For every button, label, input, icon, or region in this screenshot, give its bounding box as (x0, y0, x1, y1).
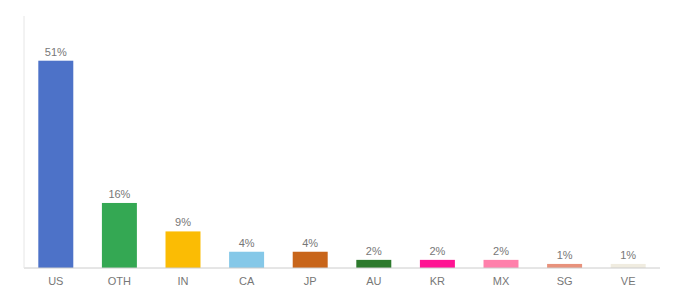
data-label: 4% (302, 237, 318, 249)
bar (484, 260, 519, 268)
bar (38, 61, 73, 268)
data-label: 1% (620, 249, 636, 261)
y-axis-line (24, 16, 25, 268)
x-axis-line (24, 268, 660, 269)
data-label: 2% (429, 245, 445, 257)
bar (420, 260, 455, 268)
bar (293, 252, 328, 268)
x-tick-label: IN (178, 275, 189, 287)
x-tick-label: MX (493, 275, 510, 287)
data-label: 1% (557, 249, 573, 261)
bar (229, 252, 264, 268)
data-label: 9% (175, 216, 191, 228)
x-tick-label: CA (239, 275, 255, 287)
bar (102, 203, 137, 268)
x-tick-label: OTH (108, 275, 131, 287)
x-tick-label: SG (557, 275, 573, 287)
x-tick-label: KR (430, 275, 445, 287)
bar (611, 264, 646, 268)
data-label: 16% (108, 188, 130, 200)
bar (166, 231, 201, 268)
chart-svg: 51% 16% 9% 4% 4% 2% 2% 2% 1% 1% US OTH IN CA JP AU KR MX S… (0, 0, 680, 300)
bar (547, 264, 582, 268)
data-label: 51% (45, 46, 67, 58)
x-tick-label: JP (304, 275, 317, 287)
bar (356, 260, 391, 268)
chart-container: 51% 16% 9% 4% 4% 2% 2% 2% 1% 1% US OTH IN CA JP AU KR MX S… (0, 0, 680, 300)
data-label: 4% (239, 237, 255, 249)
data-label: 2% (366, 245, 382, 257)
data-label: 2% (493, 245, 509, 257)
x-tick-label: VE (621, 275, 636, 287)
x-tick-label: AU (366, 275, 381, 287)
x-tick-label: US (48, 275, 63, 287)
bars (38, 61, 645, 268)
